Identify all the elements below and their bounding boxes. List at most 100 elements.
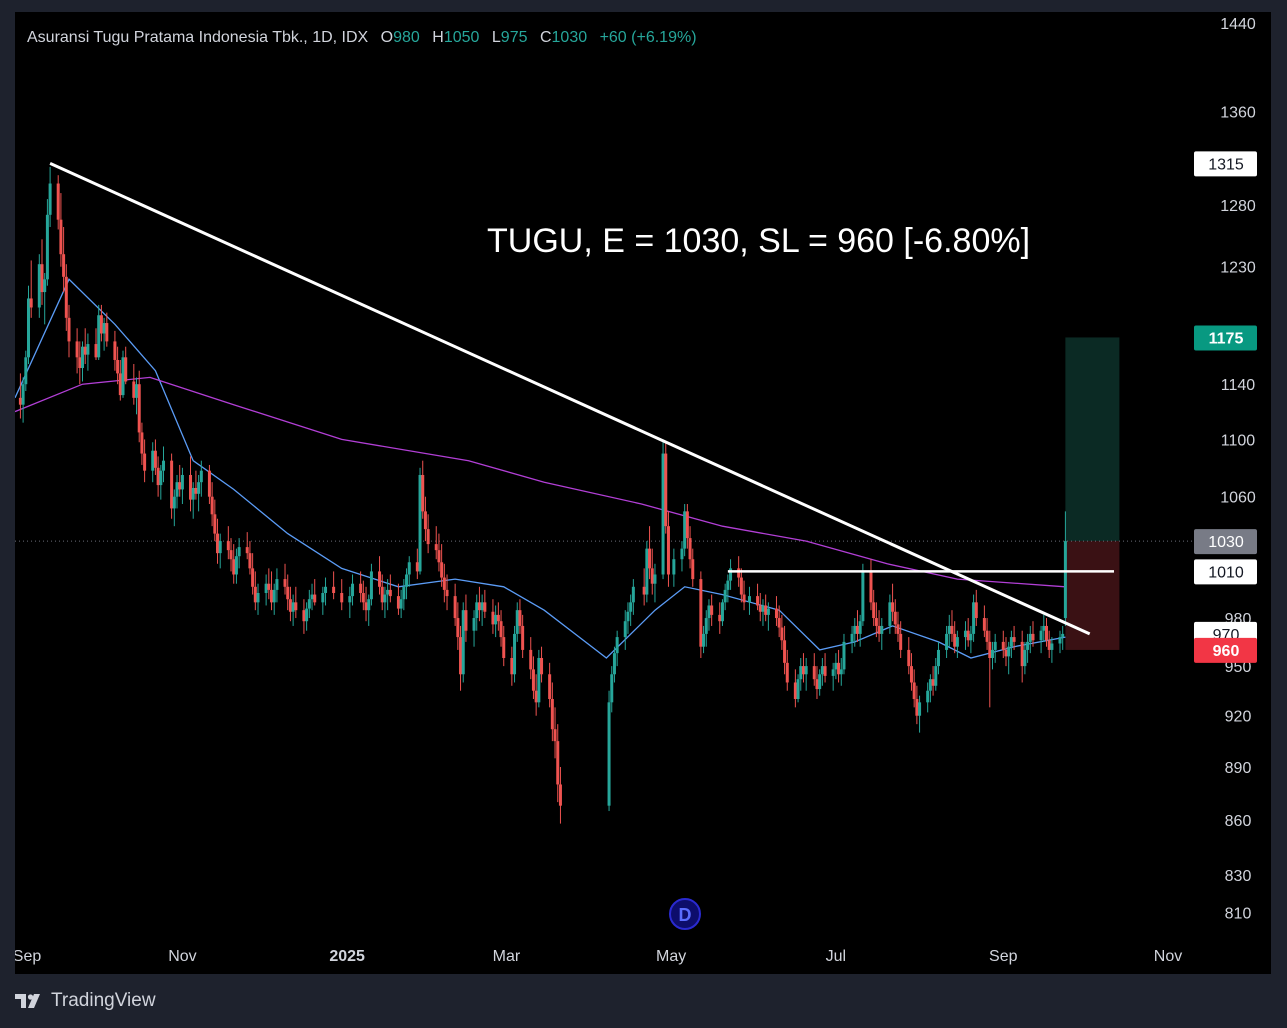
price-badge-label: 1010 bbox=[1208, 564, 1244, 581]
candle-body bbox=[81, 346, 85, 369]
candle bbox=[399, 589, 403, 619]
tradingview-icon bbox=[15, 994, 40, 1008]
candle-body bbox=[137, 384, 141, 433]
candle bbox=[135, 377, 139, 415]
candle-body bbox=[62, 254, 66, 277]
candle bbox=[893, 599, 897, 634]
candle-body bbox=[607, 702, 611, 806]
candle-body bbox=[820, 666, 824, 675]
candle-body bbox=[1004, 649, 1008, 657]
candle-body bbox=[737, 568, 741, 578]
candle bbox=[648, 526, 652, 580]
candle bbox=[421, 460, 425, 519]
candle-body bbox=[199, 470, 203, 483]
candle bbox=[197, 474, 201, 512]
candle-body bbox=[550, 699, 554, 730]
candle bbox=[464, 594, 468, 642]
candle-body bbox=[631, 586, 635, 603]
candle-body bbox=[502, 637, 506, 658]
price-chart[interactable]: 1440 1360 1280 1230 1140 1100 1060 980 950 920 890… bbox=[15, 12, 1271, 974]
candle-body bbox=[197, 482, 201, 494]
candle bbox=[275, 568, 279, 603]
candle bbox=[610, 666, 614, 713]
candle bbox=[121, 350, 125, 398]
candle-body bbox=[880, 625, 884, 634]
chart-panel[interactable]: 1440 1360 1280 1230 1140 1100 1060 980 950 920 890… bbox=[15, 12, 1271, 974]
candle bbox=[758, 592, 762, 622]
candle-body bbox=[151, 450, 155, 471]
candle bbox=[915, 685, 919, 725]
candle bbox=[672, 548, 676, 587]
candle bbox=[78, 341, 82, 385]
candle-body bbox=[1044, 625, 1048, 641]
candle bbox=[774, 596, 778, 626]
open-label: O bbox=[380, 29, 394, 46]
candle-body bbox=[531, 669, 535, 691]
candle bbox=[162, 446, 166, 483]
candle-body bbox=[966, 630, 970, 641]
candle bbox=[380, 574, 384, 611]
candle-body bbox=[37, 264, 41, 308]
candle-body bbox=[777, 618, 781, 628]
candle bbox=[56, 175, 60, 230]
candle bbox=[872, 589, 876, 626]
trendline[interactable] bbox=[49, 162, 1091, 636]
candle-body bbox=[494, 614, 498, 625]
candle bbox=[793, 669, 797, 708]
candle bbox=[629, 594, 633, 626]
candle bbox=[691, 548, 695, 587]
candle bbox=[496, 602, 500, 631]
candle-body bbox=[264, 583, 268, 593]
candle-body bbox=[972, 602, 976, 634]
candle bbox=[445, 574, 449, 611]
target-zone[interactable] bbox=[1065, 337, 1120, 542]
candle-body bbox=[680, 548, 684, 560]
stop-zone[interactable] bbox=[1065, 541, 1120, 650]
candle-body bbox=[496, 614, 500, 622]
candle-body bbox=[1061, 633, 1065, 638]
candle bbox=[37, 254, 41, 318]
candle-body bbox=[623, 621, 627, 638]
candle-body bbox=[912, 682, 916, 700]
price-badge: 1315 bbox=[1194, 151, 1257, 177]
candle bbox=[59, 193, 63, 267]
candle bbox=[642, 568, 646, 606]
candle-body bbox=[310, 594, 314, 600]
candle-body bbox=[928, 679, 932, 691]
candle-body bbox=[348, 596, 352, 603]
tradingview-logo[interactable]: TradingView bbox=[15, 990, 156, 1012]
candle bbox=[963, 621, 967, 650]
candle bbox=[313, 579, 317, 606]
y-tick-label: 1100 bbox=[1221, 432, 1256, 449]
candle bbox=[388, 574, 392, 603]
candle-body bbox=[664, 453, 668, 527]
x-tick-label: Jul bbox=[826, 948, 846, 965]
candle-body bbox=[758, 605, 762, 612]
low-label: L bbox=[491, 29, 501, 46]
candle bbox=[386, 579, 390, 611]
candle bbox=[1004, 637, 1008, 667]
candle bbox=[510, 646, 514, 686]
trade-annotation[interactable]: TUGU, E = 1030, SL = 960 [-6.80%] bbox=[487, 222, 1031, 260]
candle-body bbox=[896, 624, 900, 634]
candle-body bbox=[934, 666, 938, 686]
candle-body bbox=[907, 649, 911, 667]
y-tick-label: 830 bbox=[1225, 868, 1252, 885]
candle-body bbox=[947, 625, 951, 634]
candle bbox=[896, 611, 900, 642]
candle bbox=[351, 574, 355, 606]
candle bbox=[1023, 641, 1027, 675]
candle-body bbox=[94, 344, 98, 358]
candle-body bbox=[105, 323, 109, 342]
y-tick-label: 1140 bbox=[1221, 377, 1256, 394]
candle bbox=[537, 649, 541, 708]
candle-body bbox=[893, 611, 897, 625]
x-tick-label: Nov bbox=[1154, 948, 1182, 965]
candle bbox=[472, 610, 476, 647]
candle-body bbox=[747, 596, 751, 603]
candle-body bbox=[812, 666, 816, 680]
day-marker[interactable] bbox=[669, 898, 701, 930]
candle bbox=[556, 724, 560, 803]
candle bbox=[105, 312, 109, 347]
